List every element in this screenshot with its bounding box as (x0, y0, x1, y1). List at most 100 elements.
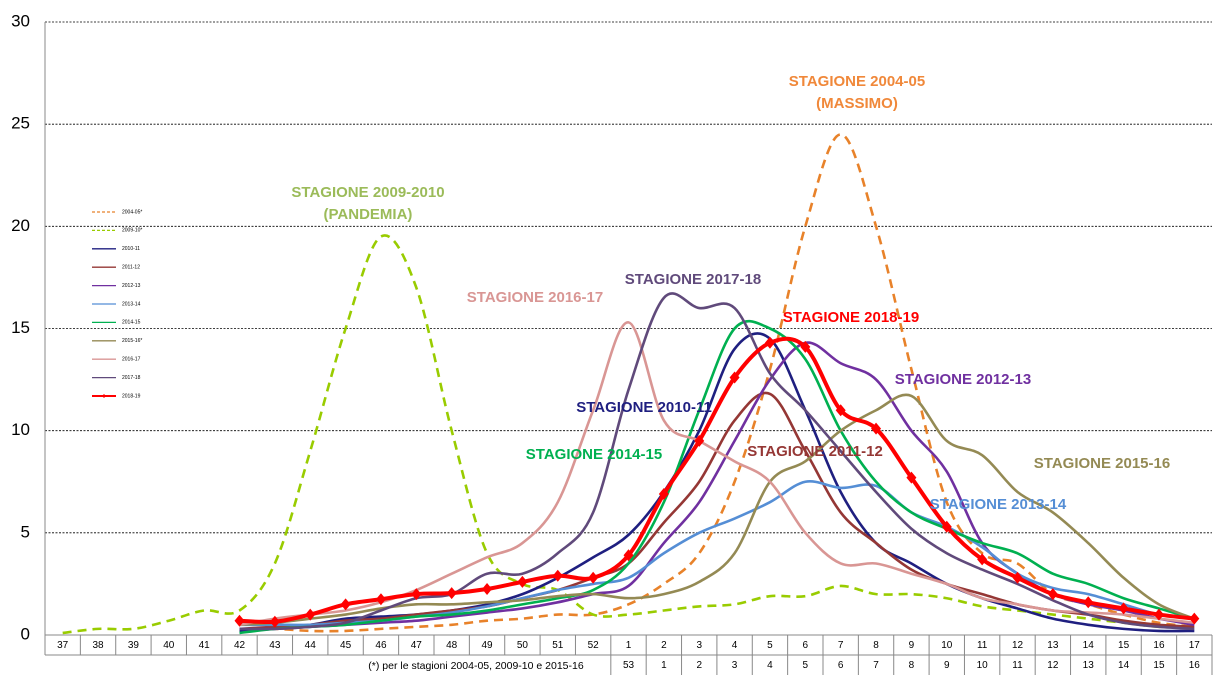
x-tick-label: 44 (305, 640, 317, 651)
x-tick-label-2: 6 (838, 660, 844, 671)
x-tick-label-2: 12 (1047, 660, 1059, 671)
x-tick-label: 8 (873, 640, 879, 651)
series-marker (1083, 596, 1094, 609)
y-tick-label: 20 (11, 216, 30, 235)
series-marker (871, 422, 882, 435)
series-line (239, 319, 1195, 635)
x-tick-label: 15 (1118, 640, 1130, 651)
x-tick-label-2: 8 (909, 660, 915, 671)
y-tick-label: 0 (21, 624, 30, 643)
annotation: STAGIONE 2004-05 (789, 73, 925, 90)
series-marker (411, 588, 422, 601)
series-marker (1012, 571, 1023, 584)
x-tick-label: 40 (163, 640, 175, 651)
x-tick-label: 47 (411, 640, 423, 651)
series-marker (482, 583, 493, 596)
x-tick-label: 17 (1189, 640, 1201, 651)
annotation: STAGIONE 2015-16 (1034, 455, 1170, 472)
x-tick-label: 52 (588, 640, 600, 651)
annotation: STAGIONE 2011-12 (747, 443, 883, 460)
series-marker (977, 553, 988, 566)
series-marker (694, 434, 705, 447)
series-marker (1153, 608, 1164, 621)
annotation: (PANDEMIA) (324, 206, 413, 223)
x-tick-label: 13 (1047, 640, 1059, 651)
series-marker (1118, 602, 1129, 615)
x-tick-label-2: 7 (873, 660, 879, 671)
x-tick-label-2: 11 (1012, 660, 1023, 671)
x-tick-label: 9 (909, 640, 915, 651)
annotation: STAGIONE 2018-19 (783, 309, 919, 326)
x-tick-label-2: 16 (1189, 660, 1201, 671)
x-tick-label-2: 1 (661, 660, 667, 671)
x-tick-label: 16 (1153, 640, 1165, 651)
x-tick-label: 10 (941, 640, 953, 651)
y-tick-label: 15 (11, 318, 30, 337)
x-tick-label: 45 (340, 640, 352, 651)
legend-label: 2016-17 (122, 357, 141, 363)
x-tick-label: 46 (375, 640, 387, 651)
legend-marker (102, 394, 106, 398)
x-tick-label-2: 13 (1083, 660, 1095, 671)
x-tick-label-2: 2 (696, 660, 702, 671)
x-tick-label: 4 (732, 640, 738, 651)
x-tick-label-2: 5 (803, 660, 809, 671)
series-marker (517, 575, 528, 588)
x-tick-label-2: 9 (944, 660, 950, 671)
series-marker (588, 571, 599, 584)
legend-label: 2009-10* (122, 228, 142, 234)
x-tick-label-2: 3 (732, 660, 738, 671)
legend-label: 2015-16* (122, 338, 142, 344)
annotation: STAGIONE 2009-2010 (291, 184, 444, 201)
legend-label: 2004-05* (122, 209, 142, 215)
x-tick-label: 42 (234, 640, 246, 651)
annotation: STAGIONE 2016-17 (467, 289, 603, 306)
x-tick-label: 41 (199, 640, 211, 651)
x-tick-label-2: 15 (1153, 660, 1165, 671)
legend-label: 2010-11 (122, 246, 140, 252)
x-tick-label: 5 (767, 640, 773, 651)
series-marker (1047, 588, 1058, 601)
x-tick-label: 6 (803, 640, 809, 651)
x-tick-label: 50 (517, 640, 529, 651)
x-tick-label: 12 (1012, 640, 1024, 651)
x-tick-label: 39 (128, 640, 140, 651)
series-marker (729, 371, 740, 384)
series-marker (764, 336, 775, 349)
x-tick-label: 1 (626, 640, 632, 651)
y-tick-label: 25 (11, 114, 30, 133)
series-marker (623, 549, 634, 562)
series-line (239, 336, 1195, 625)
x-tick-label: 38 (92, 640, 104, 651)
footnote: (*) per le stagioni 2004-05, 2009-10 e 2… (368, 660, 584, 672)
series-marker (340, 598, 351, 611)
series-marker (552, 569, 563, 582)
series-marker (658, 488, 669, 501)
annotation: STAGIONE 2017-18 (625, 271, 761, 288)
y-tick-label: 30 (11, 11, 30, 30)
legend-label: 2014-15 (122, 320, 141, 326)
x-tick-label: 11 (977, 640, 988, 651)
x-tick-label-2: 53 (623, 660, 635, 671)
x-tick-label: 2 (661, 640, 667, 651)
series-line (239, 393, 1195, 627)
series-marker (835, 404, 846, 417)
annotation: (MASSIMO) (816, 95, 898, 112)
legend-label: 2018-19 (122, 393, 141, 399)
x-tick-label: 14 (1083, 640, 1095, 651)
legend-label: 2013-14 (122, 301, 141, 307)
y-tick-label: 5 (21, 522, 30, 541)
x-tick-label-2: 4 (767, 660, 773, 671)
series-line (62, 234, 1195, 635)
legend-label: 2011-12 (122, 265, 140, 271)
legend-label: 2017-18 (122, 375, 141, 381)
series-marker (446, 587, 457, 600)
x-tick-label-2: 10 (977, 660, 989, 671)
series-marker (941, 520, 952, 533)
series-marker (375, 593, 386, 606)
annotation: STAGIONE 2010-11 (576, 399, 712, 416)
annotation: STAGIONE 2012-13 (895, 371, 1031, 388)
annotation: STAGIONE 2013-14 (930, 496, 1067, 513)
x-tick-label: 3 (696, 640, 702, 651)
